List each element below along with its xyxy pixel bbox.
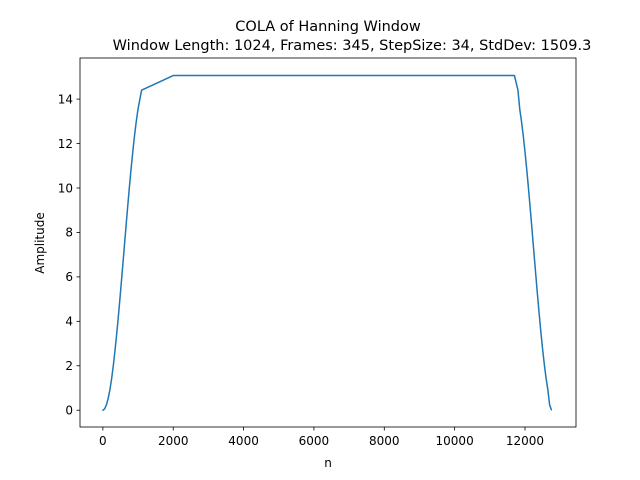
- x-tick-label: 8000: [369, 434, 400, 448]
- x-tick-label: 2000: [158, 434, 189, 448]
- y-tick-label: 2: [65, 359, 73, 373]
- series-line-1: [102, 74, 553, 411]
- y-tick-label: 0: [65, 404, 73, 418]
- y-tick-label: 4: [65, 315, 73, 329]
- y-axis-label: Amplitude: [33, 212, 47, 274]
- x-tick-label: 4000: [228, 434, 259, 448]
- x-tick-label: 10000: [436, 434, 474, 448]
- x-axis-ticks: 0 2000 4000 6000 8000 10000 12000: [99, 427, 544, 448]
- y-tick-label: 6: [65, 270, 73, 284]
- y-tick-label: 8: [65, 226, 73, 240]
- x-tick-label: 12000: [506, 434, 544, 448]
- chart-title: COLA of Hanning Window: [235, 19, 421, 35]
- y-tick-label: 14: [58, 92, 73, 106]
- y-axis-ticks: 0 2 4 6 8 10 12 14: [58, 92, 80, 418]
- plot-area: [102, 74, 553, 411]
- x-tick-label: 6000: [299, 434, 330, 448]
- axes-frame: [79, 57, 577, 428]
- chart-subtitle: Window Length: 1024, Frames: 345, StepSi…: [113, 38, 592, 54]
- y-tick-label: 12: [58, 137, 73, 151]
- x-axis-label: n: [324, 456, 332, 470]
- y-tick-label: 10: [58, 181, 73, 195]
- x-tick-label: 0: [99, 434, 107, 448]
